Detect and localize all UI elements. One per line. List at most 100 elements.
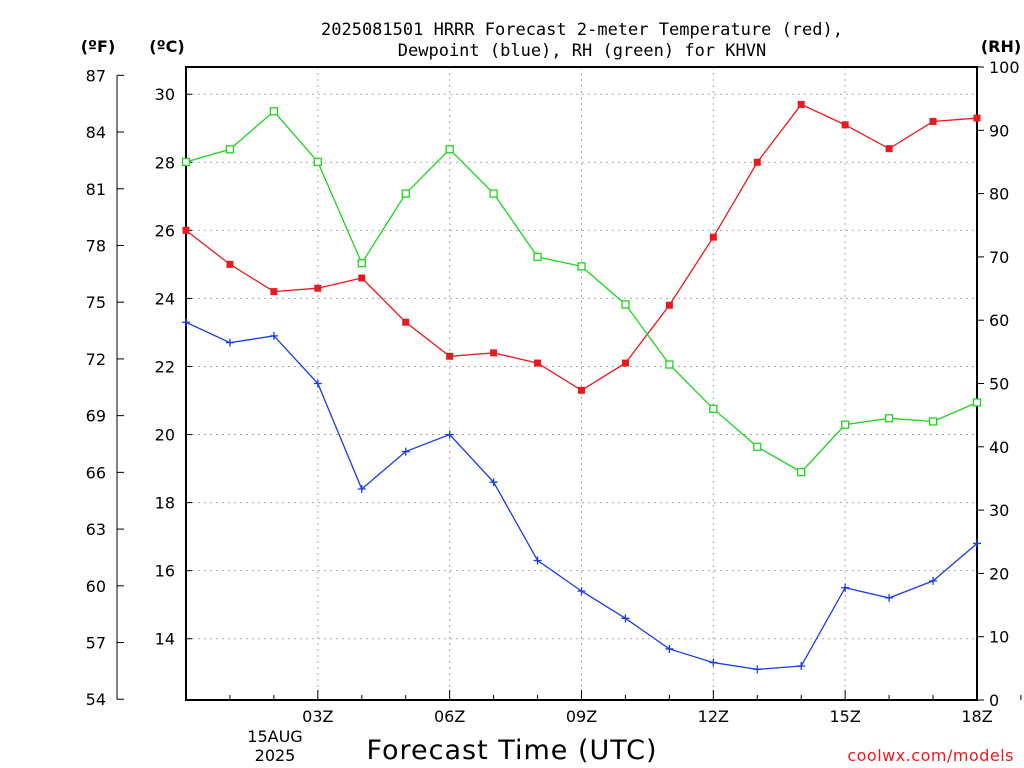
rh-point bbox=[841, 420, 850, 429]
dewpoint-point bbox=[797, 661, 806, 670]
data-series bbox=[181, 100, 982, 674]
celsius-unit-label: (ºC) bbox=[149, 37, 184, 56]
temperature-point bbox=[578, 386, 585, 394]
rh-tick-label: 0 bbox=[989, 691, 999, 710]
rh-point bbox=[665, 360, 674, 369]
temperature-point bbox=[621, 359, 629, 367]
rh-tick-label: 100 bbox=[989, 58, 1020, 77]
temperature-point bbox=[753, 158, 761, 166]
x-axis-title: Forecast Time (UTC) bbox=[366, 735, 657, 766]
temperature-point bbox=[358, 274, 366, 282]
chart-title-line-2: Dewpoint (blue), RH (green) for KHVN bbox=[398, 41, 766, 61]
temperature-point bbox=[973, 114, 981, 122]
temperature-point bbox=[709, 233, 717, 241]
dewpoint-point bbox=[445, 430, 454, 439]
axes: 14 16 18 20 22 24 26 28 30 54 57 60 63 66 69 72 75 78 81 84… bbox=[86, 58, 1022, 726]
temperature-point bbox=[885, 145, 893, 153]
celsius-tick-label: 18 bbox=[155, 494, 175, 513]
grid-lines bbox=[186, 67, 978, 700]
celsius-tick-label: 28 bbox=[155, 153, 175, 172]
rh-point bbox=[884, 414, 894, 423]
dewpoint-point bbox=[401, 447, 410, 456]
temperature-point bbox=[797, 100, 805, 108]
dewpoint-point bbox=[621, 614, 630, 623]
fahrenheit-tick-label: 54 bbox=[86, 690, 106, 709]
x-tick-label: 18Z bbox=[961, 707, 992, 726]
dewpoint-point bbox=[973, 539, 981, 548]
celsius-tick-label: 26 bbox=[155, 221, 175, 240]
rh-point bbox=[181, 157, 191, 167]
rh-point bbox=[269, 107, 279, 116]
fahrenheit-tick-label: 78 bbox=[86, 236, 106, 255]
date-label-year: 2025 bbox=[255, 746, 296, 765]
temperature-point bbox=[270, 288, 278, 296]
rh-point bbox=[489, 189, 498, 198]
temperature-point bbox=[226, 260, 234, 268]
x-tick-label: 09Z bbox=[566, 707, 597, 726]
dewpoint-point bbox=[665, 644, 674, 653]
rh-tick-label: 70 bbox=[989, 248, 1009, 267]
temperature-point bbox=[446, 352, 454, 360]
rh-point bbox=[225, 145, 235, 154]
celsius-tick-label: 30 bbox=[155, 85, 175, 104]
rh-tick-label: 60 bbox=[989, 311, 1009, 330]
rh-tick-label: 30 bbox=[989, 501, 1009, 520]
rh-tick-label: 90 bbox=[989, 121, 1009, 140]
rh-point bbox=[577, 262, 586, 271]
rh-tick-label: 20 bbox=[989, 564, 1009, 583]
rh-point bbox=[972, 398, 982, 407]
fahrenheit-tick-label: 75 bbox=[86, 293, 106, 312]
dewpoint-point bbox=[709, 658, 718, 667]
temperature-point bbox=[665, 301, 673, 309]
celsius-tick-label: 16 bbox=[155, 562, 175, 581]
fahrenheit-tick-label: 69 bbox=[86, 407, 106, 426]
dewpoint-point bbox=[489, 478, 498, 487]
temperature-point bbox=[314, 284, 322, 292]
chart-title-line-1: 2025081501 HRRR Forecast 2-meter Tempera… bbox=[321, 20, 843, 40]
x-tick-label: 15Z bbox=[830, 707, 861, 726]
dewpoint-point bbox=[313, 379, 322, 388]
rh-point bbox=[401, 189, 410, 198]
dewpoint-point bbox=[929, 576, 938, 585]
dewpoint-point bbox=[533, 556, 542, 565]
fahrenheit-tick-label: 72 bbox=[86, 350, 106, 369]
x-tick-label: 03Z bbox=[302, 707, 333, 726]
dewpoint-point bbox=[753, 665, 762, 674]
rh-point bbox=[709, 404, 718, 413]
celsius-tick-label: 14 bbox=[155, 630, 175, 649]
celsius-tick-label: 24 bbox=[155, 289, 175, 308]
dewpoint-point bbox=[269, 331, 278, 340]
dewpoint-point bbox=[841, 583, 850, 592]
rh-line bbox=[185, 110, 978, 473]
rh-point bbox=[753, 442, 762, 451]
fahrenheit-tick-label: 87 bbox=[86, 66, 106, 85]
rh-tick-label: 10 bbox=[989, 628, 1009, 647]
rh-tick-label: 40 bbox=[989, 438, 1009, 457]
dewpoint-point bbox=[182, 318, 190, 327]
date-label-day: 15AUG bbox=[247, 727, 302, 746]
dewpoint-point bbox=[357, 485, 366, 493]
celsius-tick-label: 22 bbox=[155, 357, 175, 376]
rh-point bbox=[797, 467, 806, 477]
fahrenheit-unit-label: (ºF) bbox=[81, 37, 116, 56]
fahrenheit-tick-label: 60 bbox=[86, 577, 106, 596]
temperature-point bbox=[841, 121, 849, 129]
rh-tick-label: 80 bbox=[989, 185, 1009, 204]
celsius-tick-label: 20 bbox=[155, 426, 175, 445]
rh-point bbox=[357, 259, 366, 268]
temperature-point bbox=[534, 359, 542, 367]
rh-point bbox=[621, 300, 630, 309]
fahrenheit-tick-label: 63 bbox=[86, 520, 106, 539]
dewpoint-point bbox=[577, 587, 586, 596]
temperature-point bbox=[402, 318, 410, 326]
credit-text: coolwx.com/models bbox=[847, 746, 1014, 765]
fahrenheit-tick-label: 81 bbox=[86, 180, 106, 199]
fahrenheit-tick-label: 84 bbox=[86, 123, 106, 142]
x-tick-label: 12Z bbox=[698, 707, 729, 726]
rh-point bbox=[533, 252, 542, 262]
x-tick-label: 06Z bbox=[434, 707, 465, 726]
temperature-point bbox=[490, 349, 498, 357]
rh-point bbox=[445, 145, 454, 154]
rh-tick-label: 50 bbox=[989, 375, 1009, 394]
